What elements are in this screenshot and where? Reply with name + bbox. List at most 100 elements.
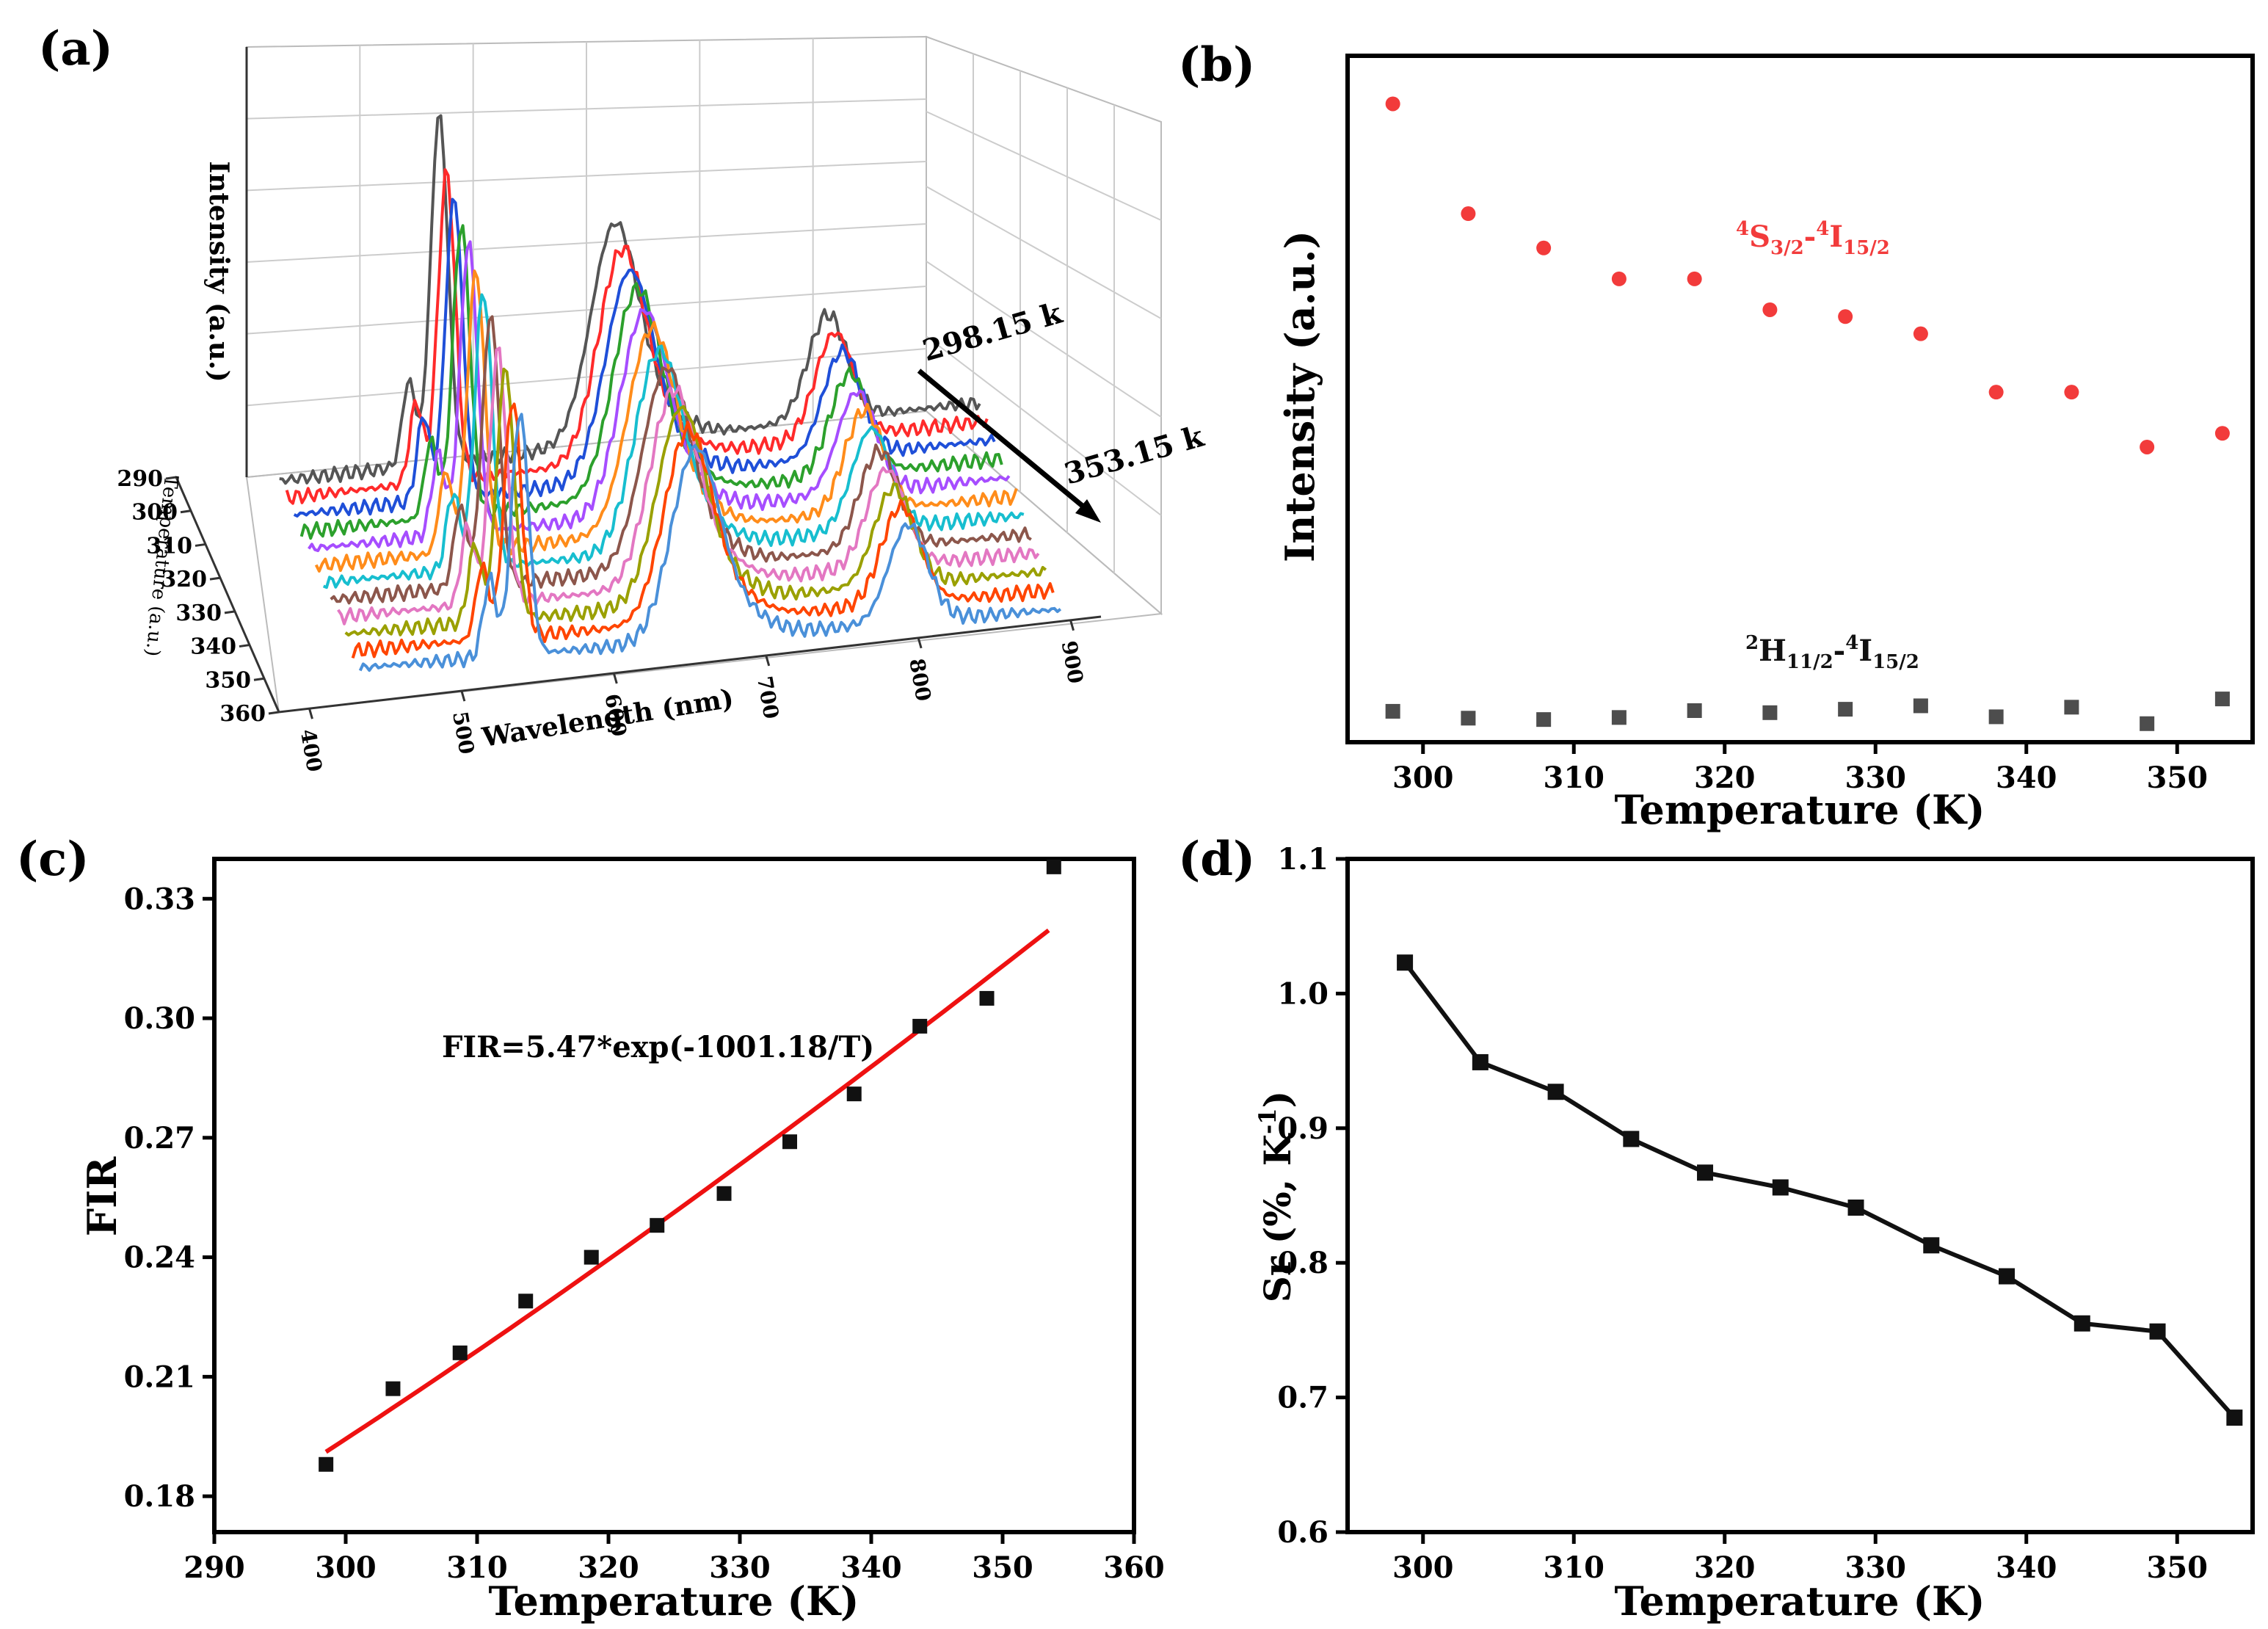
data-point-2h112 bbox=[1611, 710, 1627, 725]
y-tick-label: 0.24 bbox=[124, 1241, 195, 1275]
x-tick-mark bbox=[917, 637, 923, 649]
panel-a-temperature-arrow bbox=[917, 369, 1094, 516]
data-point-2h112 bbox=[1461, 711, 1476, 726]
panel-b-legend-grey: 2H11/2-4I15/2 bbox=[1745, 632, 1919, 673]
panel-a-grid bbox=[246, 38, 1162, 573]
data-point-4s32 bbox=[1988, 385, 2004, 400]
data-point-2h112 bbox=[1913, 698, 1928, 714]
x-tick-label: 900 bbox=[1057, 639, 1088, 685]
x-tick-label: 360 bbox=[1103, 1550, 1165, 1585]
y-tick-label: 0.18 bbox=[124, 1479, 195, 1514]
data-point-4s32 bbox=[1611, 271, 1627, 286]
data-point-sr bbox=[1999, 1268, 2016, 1285]
y-tick-label: 0.27 bbox=[124, 1121, 195, 1155]
x-tick-label: 310 bbox=[446, 1550, 508, 1585]
x-tick-label: 350 bbox=[2147, 1550, 2209, 1585]
data-point-2h112 bbox=[1762, 705, 1778, 720]
panel-c: (c) 290 300 310 320 330 340 350 360 0.18 0.21 0.2… bbox=[16, 832, 1165, 1625]
x-tick-mark bbox=[765, 655, 771, 667]
grid-line bbox=[246, 286, 927, 335]
ylabel-sup: -1 bbox=[1254, 1108, 1282, 1134]
grid-line bbox=[926, 261, 1162, 418]
panel-a-annotation-end: 353.15 k bbox=[1061, 418, 1208, 491]
data-point-fir bbox=[319, 1456, 334, 1472]
panel-d-x-ticks: 300 310 320 330 340 350 bbox=[1392, 1532, 2208, 1585]
panel-c-ylabel: FIR bbox=[79, 1156, 126, 1237]
data-point-fir bbox=[782, 1134, 798, 1150]
z-tick-label: 350 bbox=[205, 667, 251, 693]
label-sup: 4 bbox=[1845, 632, 1858, 654]
label-dash: - bbox=[1833, 634, 1846, 668]
panel-a-arrow-head bbox=[1075, 499, 1101, 523]
data-point-fir bbox=[716, 1186, 732, 1201]
data-point-sr bbox=[1923, 1237, 1940, 1254]
x-tick-label: 350 bbox=[972, 1550, 1033, 1585]
panel-d-plot-frame bbox=[1345, 857, 2255, 1534]
x-tick-label: 300 bbox=[1392, 1550, 1454, 1585]
x-tick-label: 310 bbox=[1544, 1550, 1605, 1585]
label-sup: 4 bbox=[1816, 218, 1829, 240]
data-point-2h112 bbox=[1536, 712, 1552, 728]
spectrum-line bbox=[285, 168, 989, 505]
data-point-2h112 bbox=[2140, 716, 2155, 731]
y-tick-label: 0.6 bbox=[1277, 1515, 1329, 1550]
panel-c-label: (c) bbox=[16, 832, 90, 887]
data-point-sr bbox=[1472, 1053, 1489, 1070]
spectrum-line bbox=[358, 413, 1062, 672]
data-point-4s32 bbox=[1913, 326, 1928, 341]
data-point-fir bbox=[1046, 859, 1061, 874]
data-point-sr bbox=[1623, 1131, 1640, 1147]
data-point-fir bbox=[584, 1249, 599, 1265]
label-base: I bbox=[1858, 634, 1872, 668]
x-tick-label: 320 bbox=[578, 1550, 639, 1585]
data-point-fir bbox=[846, 1086, 862, 1102]
x-tick-label: 290 bbox=[183, 1550, 245, 1585]
panel-d-series-line bbox=[1403, 961, 2236, 1420]
label-base: S bbox=[1749, 220, 1770, 254]
panel-a-z-ticks: 290 300 310 320 330 340 350 360 bbox=[117, 466, 280, 727]
panel-c-x-ticks: 290 300 310 320 330 340 350 360 bbox=[183, 1532, 1165, 1585]
data-point-4s32 bbox=[1687, 271, 1702, 286]
panel-a-ylabel: Intensity (a.u.) bbox=[203, 161, 234, 382]
data-point-2h112 bbox=[1838, 702, 1853, 717]
data-point-4s32 bbox=[2064, 385, 2079, 400]
panel-a-spectra bbox=[279, 114, 1062, 672]
x-tick-label: 330 bbox=[1845, 1550, 1907, 1585]
x-tick-label: 300 bbox=[1392, 761, 1454, 795]
panel-b-ylabel: Intensity (a.u.) bbox=[1276, 231, 1323, 562]
data-point-4s32 bbox=[1461, 206, 1476, 222]
panel-c-fit-line bbox=[324, 928, 1050, 1454]
z-tick-mark bbox=[268, 711, 280, 715]
grid-line bbox=[926, 186, 1162, 319]
z-tick-mark bbox=[253, 677, 265, 681]
data-point-sr bbox=[2073, 1315, 2090, 1332]
data-point-4s32 bbox=[1385, 96, 1400, 112]
x-tick-label: 340 bbox=[1996, 761, 2057, 795]
data-point-fir bbox=[912, 1018, 928, 1034]
z-tick-label: 290 bbox=[117, 466, 163, 492]
panel-c-plot-frame bbox=[212, 857, 1136, 1534]
data-point-4s32 bbox=[2214, 426, 2230, 441]
ylabel-main: Sr (%, K bbox=[1256, 1133, 1299, 1302]
data-point-sr bbox=[2149, 1323, 2166, 1340]
panel-b-label: (b) bbox=[1178, 37, 1255, 92]
panel-c-points bbox=[319, 859, 1061, 1472]
x-tick-label: 340 bbox=[1996, 1550, 2057, 1585]
data-point-2h112 bbox=[2214, 692, 2230, 707]
z-tick-mark bbox=[224, 610, 236, 614]
data-point-2h112 bbox=[1988, 709, 2004, 725]
label-sub: 15/2 bbox=[1843, 237, 1890, 259]
panel-a-xlabel: Wavelength (nm) bbox=[479, 683, 735, 753]
x-tick-label: 330 bbox=[1845, 761, 1907, 795]
x-tick-label: 320 bbox=[1694, 761, 1756, 795]
ylabel-end: ) bbox=[1256, 1091, 1299, 1109]
data-point-4s32 bbox=[1536, 240, 1552, 255]
data-point-2h112 bbox=[2064, 700, 2079, 715]
z-tick-label: 330 bbox=[175, 601, 222, 626]
spectrum-line bbox=[299, 224, 1003, 540]
grid-line bbox=[926, 335, 1162, 516]
label-base: I bbox=[1829, 220, 1843, 254]
panel-b-xlabel: Temperature (K) bbox=[1615, 786, 1985, 833]
data-point-sr bbox=[1547, 1084, 1564, 1100]
data-point-fir bbox=[452, 1345, 468, 1360]
